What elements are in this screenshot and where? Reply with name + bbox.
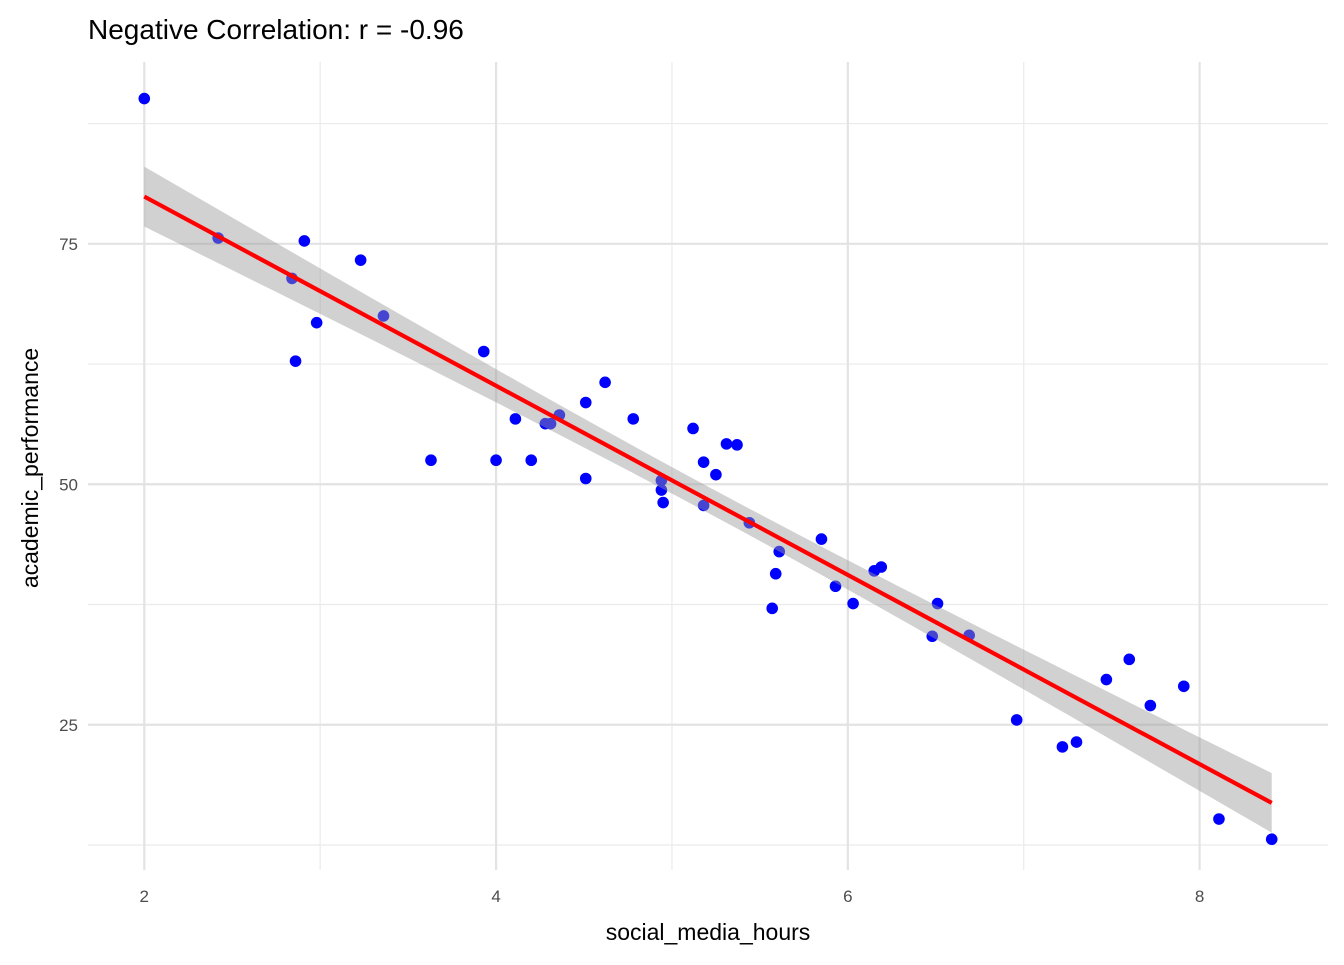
- data-point: [697, 499, 710, 512]
- y-tick-label: 25: [59, 716, 78, 735]
- data-point: [815, 533, 828, 545]
- chart-title: Negative Correlation: r = -0.96: [88, 14, 464, 45]
- data-point: [1177, 680, 1190, 693]
- data-point: [1100, 673, 1113, 686]
- data-point: [627, 413, 640, 425]
- data-point: [298, 235, 311, 247]
- x-tick-label: 2: [140, 887, 149, 906]
- data-point: [1123, 653, 1136, 666]
- data-point: [1213, 813, 1225, 825]
- regression-line: [143, 194, 1273, 805]
- data-point: [1056, 741, 1069, 753]
- data-point: [477, 345, 490, 358]
- data-point: [310, 316, 323, 329]
- y-tick-label: 75: [59, 235, 78, 254]
- data-point: [769, 567, 782, 580]
- data-point: [847, 597, 859, 610]
- data-point: [544, 417, 557, 430]
- data-point: [829, 580, 842, 593]
- data-point: [509, 413, 522, 425]
- y-axis-label: academic_performance: [17, 348, 43, 588]
- data-point: [579, 396, 592, 409]
- data-point: [599, 376, 611, 389]
- data-point: [731, 439, 743, 451]
- data-point: [289, 355, 302, 367]
- data-point: [926, 630, 939, 643]
- data-point: [525, 454, 538, 467]
- x-axis-label: social_media_hours: [606, 919, 811, 945]
- ticks: 2 4 6 8 25 50 75: [59, 235, 1204, 906]
- x-tick-label: 6: [843, 887, 852, 906]
- points: [138, 92, 1278, 846]
- x-tick-label: 8: [1195, 887, 1204, 906]
- data-point: [579, 472, 592, 485]
- data-point: [490, 454, 502, 467]
- data-point: [354, 254, 367, 266]
- data-point: [773, 545, 786, 558]
- data-point: [697, 456, 710, 468]
- data-point: [710, 468, 722, 481]
- data-point: [1010, 714, 1023, 726]
- y-tick-label: 50: [59, 475, 78, 494]
- data-point: [1265, 833, 1278, 846]
- regression: [143, 166, 1273, 833]
- data-point: [1144, 699, 1157, 712]
- data-point: [377, 310, 390, 322]
- data-point: [766, 602, 778, 615]
- data-point: [655, 484, 668, 496]
- data-point: [687, 422, 699, 435]
- x-tick-label: 4: [491, 887, 500, 906]
- data-point: [1070, 736, 1083, 748]
- data-point: [931, 597, 944, 610]
- data-point: [657, 496, 669, 509]
- data-point: [875, 561, 888, 573]
- data-point: [138, 92, 151, 105]
- data-point: [720, 438, 733, 450]
- data-point: [425, 454, 437, 467]
